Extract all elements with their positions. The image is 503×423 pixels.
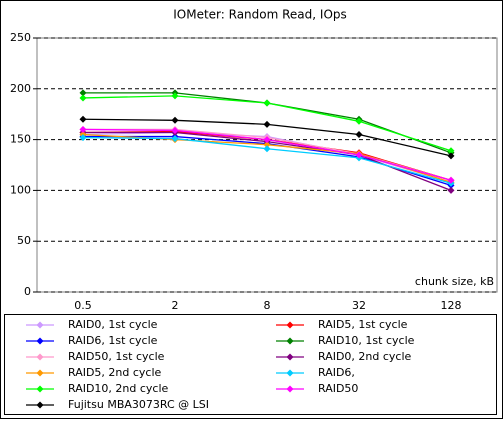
y-tick-label: 100	[10, 183, 31, 196]
chart-title: IOMeter: Random Read, IOps	[173, 8, 347, 22]
legend-label: RAID50	[318, 382, 358, 395]
data-point	[355, 117, 363, 125]
x-tick-label: 32	[352, 299, 366, 312]
data-point	[79, 115, 87, 123]
data-point	[79, 125, 87, 133]
legend-marker	[286, 385, 294, 393]
legend-marker	[286, 353, 294, 361]
data-point	[355, 131, 363, 139]
legend-label: RAID10, 1st cycle	[318, 334, 415, 347]
legend-label: RAID0, 1st cycle	[68, 318, 158, 331]
x-tick-label: 8	[264, 299, 271, 312]
legend-label: RAID5, 1st cycle	[318, 318, 408, 331]
legend-marker	[286, 321, 294, 329]
data-point	[447, 152, 455, 160]
legend-label: RAID6, 1st cycle	[68, 334, 158, 347]
x-axis-label: chunk size, kB	[415, 275, 494, 288]
data-point	[263, 145, 271, 153]
legend-marker	[36, 401, 44, 409]
x-tick-label: 0.5	[74, 299, 92, 312]
plot-area	[36, 37, 498, 293]
data-point	[447, 186, 455, 194]
y-tick-label: 250	[10, 31, 31, 44]
data-point	[171, 116, 179, 124]
data-point	[171, 126, 179, 134]
data-point	[79, 94, 87, 102]
legend-label: RAID5, 2nd cycle	[68, 366, 162, 379]
data-point	[79, 89, 87, 97]
legend	[4, 314, 497, 415]
data-point	[171, 92, 179, 100]
legend-label: RAID0, 2nd cycle	[318, 350, 412, 363]
legend-label: Fujitsu MBA3073RC @ LSI	[68, 398, 209, 411]
data-point	[447, 176, 455, 184]
legend-marker	[36, 321, 44, 329]
legend-label: RAID6,	[318, 366, 355, 379]
y-tick-label: 0	[24, 285, 31, 298]
legend-marker	[36, 353, 44, 361]
data-point	[263, 120, 271, 128]
y-tick-label: 50	[17, 234, 31, 247]
data-point	[263, 141, 271, 149]
y-tick-label: 150	[10, 133, 31, 146]
legend-marker	[36, 385, 44, 393]
data-point	[355, 151, 363, 159]
legend-label: RAID10, 2nd cycle	[68, 382, 169, 395]
y-tick-label: 200	[10, 82, 31, 95]
legend-marker	[286, 369, 294, 377]
data-point	[447, 147, 455, 155]
legend-label: RAID50, 1st cycle	[68, 350, 165, 363]
legend-marker	[36, 369, 44, 377]
data-point	[171, 135, 179, 143]
x-tick-label: 128	[441, 299, 462, 312]
data-point	[263, 99, 271, 107]
legend-marker	[36, 337, 44, 345]
x-tick-label: 2	[172, 299, 179, 312]
legend-marker	[286, 337, 294, 345]
data-point	[263, 136, 271, 144]
data-point	[79, 134, 87, 142]
